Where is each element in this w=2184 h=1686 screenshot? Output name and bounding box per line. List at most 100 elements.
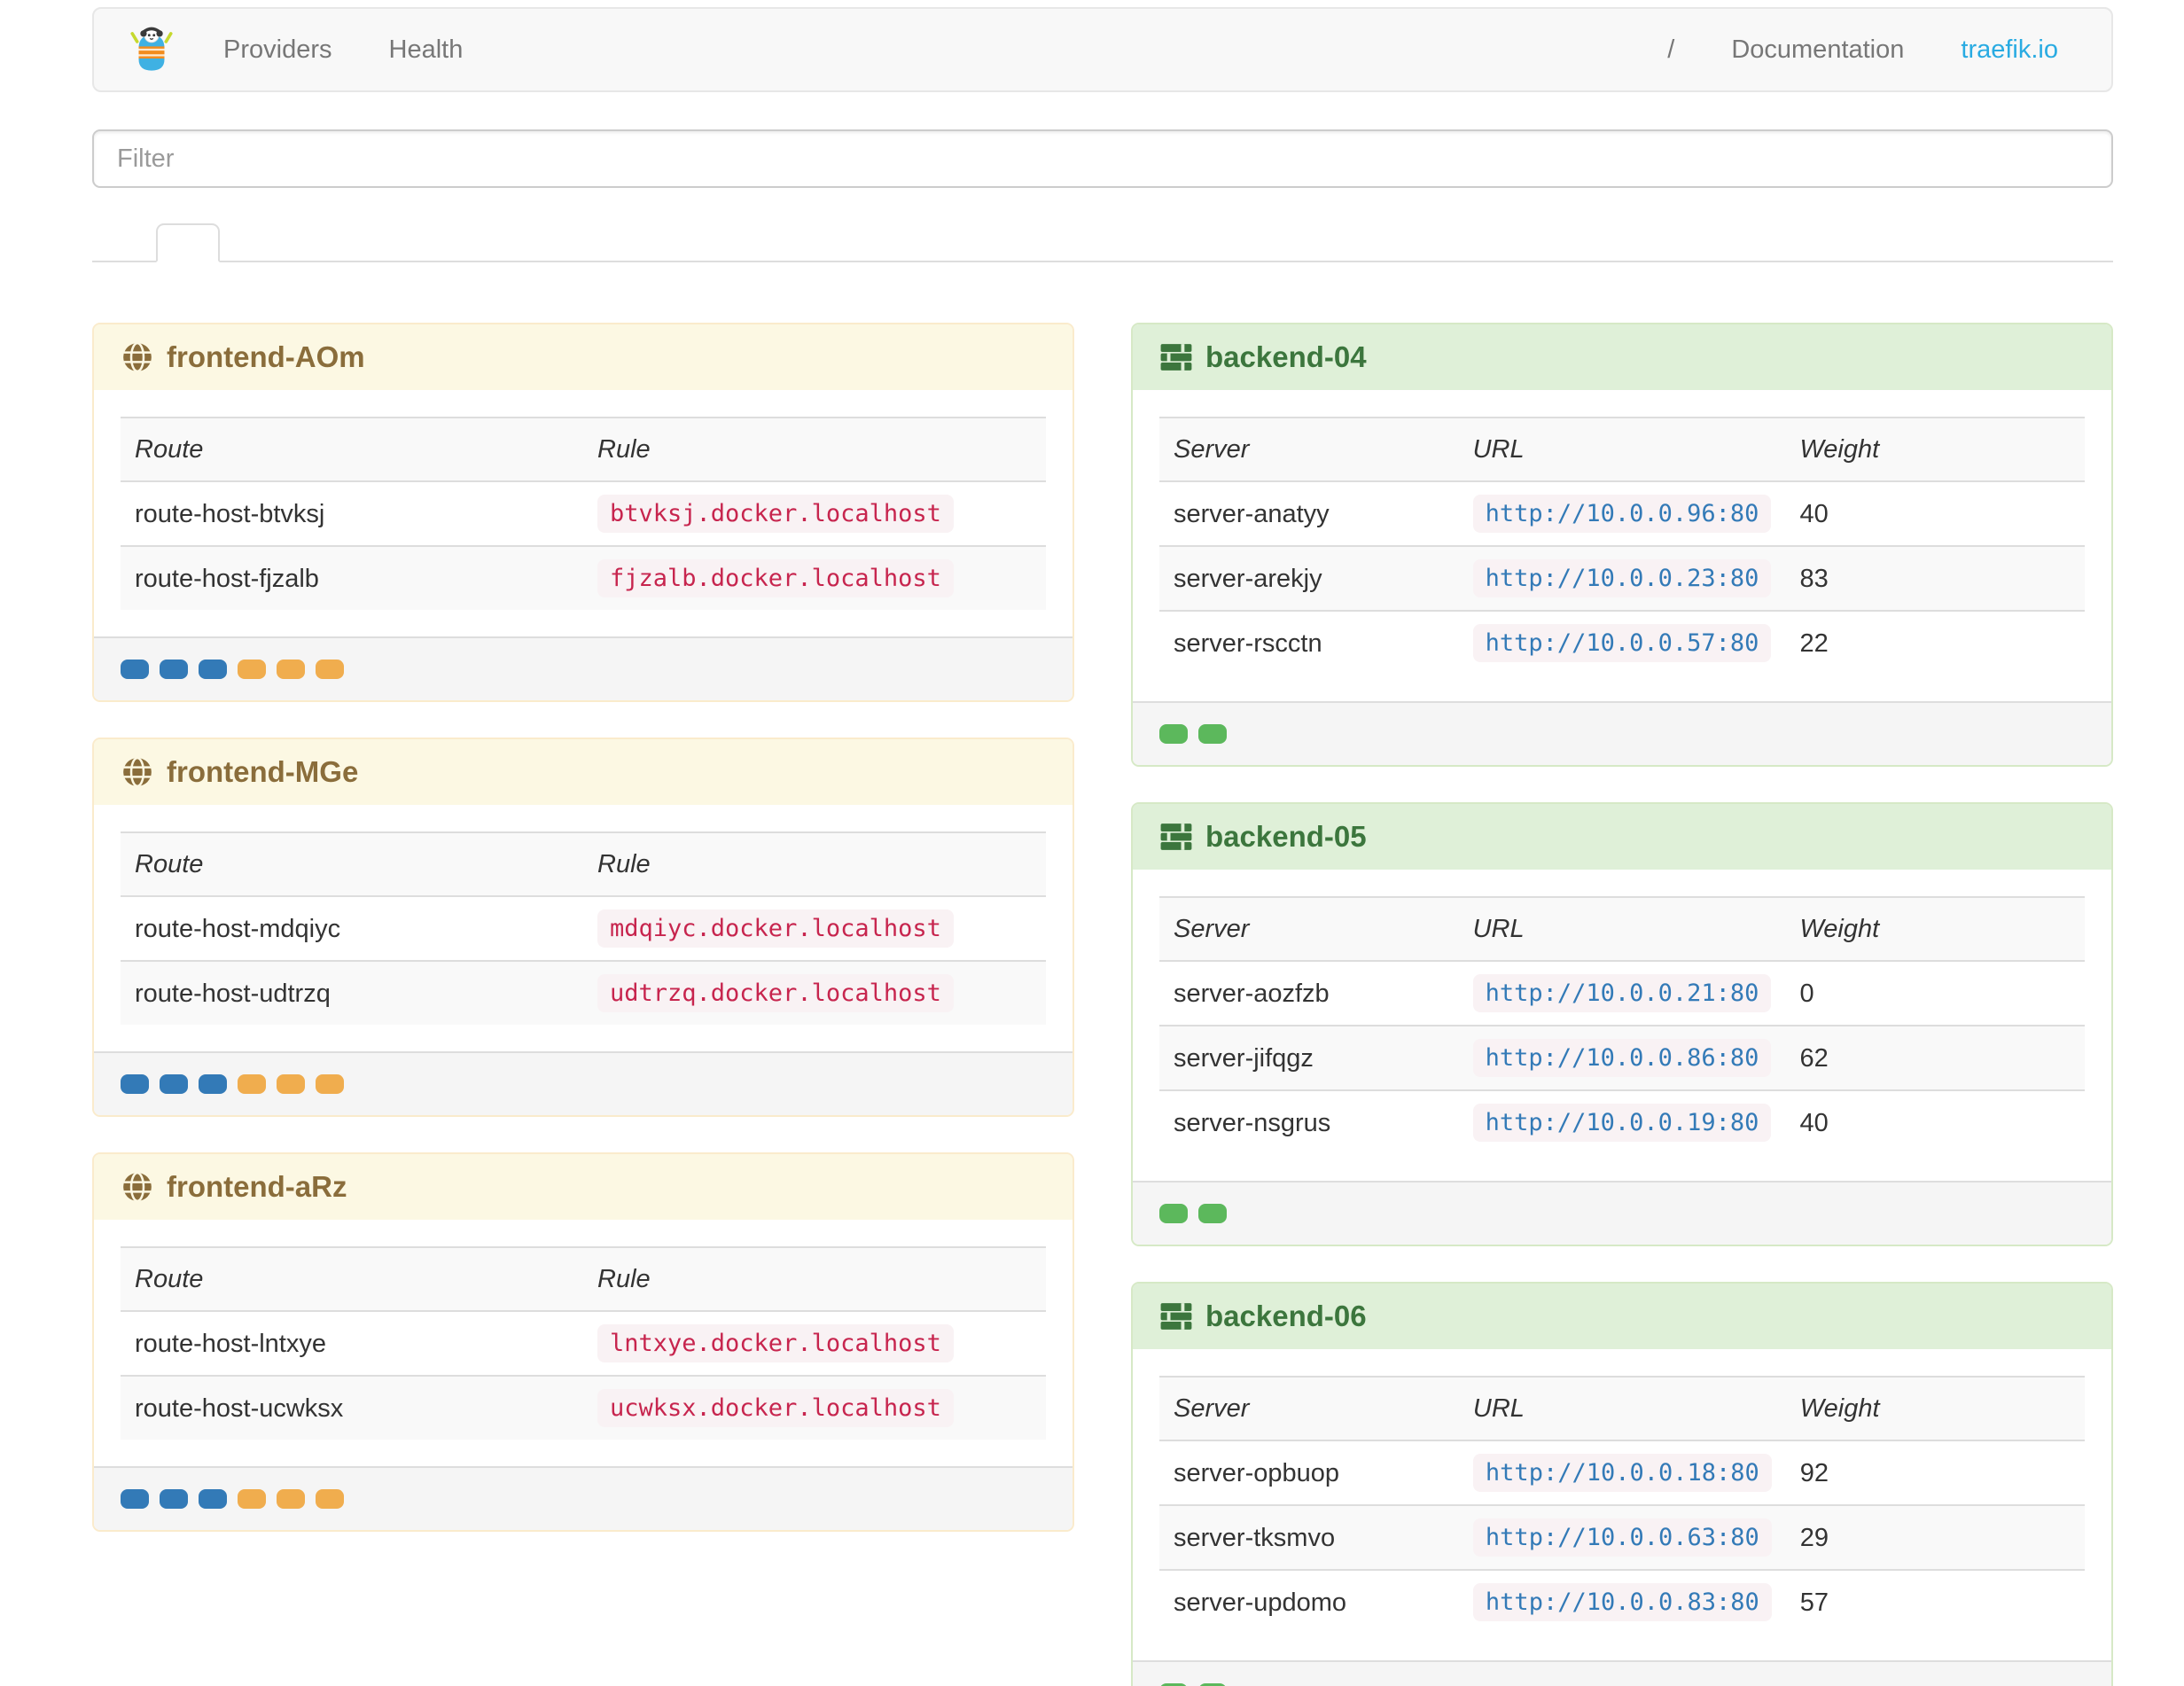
backend-tag-badge [1159,1683,1188,1686]
routes-table-header-row: Route Rule [121,831,1046,897]
servers-table: Server URL Weight server-anatyy http://1… [1159,417,2085,675]
route-row: route-host-lntxye lntxye.docker.localhos… [121,1311,1046,1376]
backend-card-footer [1133,1181,2111,1245]
nav-health-link[interactable]: Health [388,35,464,64]
frontend-card-header: frontend-MGe [94,739,1072,805]
column-weight: Weight [1785,417,2085,482]
routes-table: Route Rule route-host-lntxye lntxye.dock… [121,1246,1046,1440]
server-icon [1159,1300,1193,1333]
backend-card-header: backend-06 [1133,1284,2111,1349]
server-name: server-tksmvo [1159,1504,1459,1570]
frontends-column: frontend-AOm Route Rule route-host-btvks… [92,323,1074,1567]
column-url: URL [1458,1376,1786,1441]
server-url-link[interactable]: http://10.0.0.86:80 [1472,1039,1772,1077]
frontend-tag-badge [238,660,266,679]
route-name: route-host-fjzalb [121,545,583,610]
frontend-tag-badge [277,660,305,679]
server-url-link[interactable]: http://10.0.0.57:80 [1472,624,1772,662]
navbar: Providers Health / Documentation traefik… [92,7,2113,92]
backend-card-footer [1133,701,2111,765]
backend-title: backend-06 [1205,1300,1367,1332]
server-row: server-opbuop http://10.0.0.18:80 92 [1159,1440,2085,1505]
entrypoint-badge [121,1489,149,1509]
frontend-tag-badge [238,1074,266,1094]
frontend-tag-badge [316,1074,344,1094]
server-row: server-nsgrus http://10.0.0.19:80 40 [1159,1089,2085,1154]
frontend-card: frontend-AOm Route Rule route-host-btvks… [92,323,1074,702]
backend-tag-badge [1198,724,1227,744]
tab[interactable] [156,223,220,262]
frontend-title: frontend-MGe [167,755,359,788]
server-name: server-nsgrus [1159,1089,1459,1154]
server-icon [1159,340,1193,374]
backend-tag-badge [1159,724,1188,744]
server-url-link[interactable]: http://10.0.0.18:80 [1472,1454,1772,1492]
server-url-link[interactable]: http://10.0.0.63:80 [1472,1518,1772,1557]
server-url-code: http://10.0.0.63:80 [1472,1518,1772,1557]
frontend-card: frontend-MGe Route Rule route-host-mdqiy… [92,738,1074,1117]
traefik-logo[interactable] [94,24,195,75]
server-url-link[interactable]: http://10.0.0.21:80 [1472,974,1772,1012]
server-url-code: http://10.0.0.19:80 [1472,1104,1772,1142]
column-rule: Rule [583,831,1046,897]
nav-traefik-io-link[interactable]: traefik.io [1961,35,2058,64]
backend-card-header: backend-05 [1133,804,2111,870]
server-row: server-anatyy http://10.0.0.96:80 40 [1159,481,2085,546]
route-row: route-host-btvksj btvksj.docker.localhos… [121,481,1046,546]
column-rule: Rule [583,417,1046,482]
route-name: route-host-mdqiyc [135,914,341,943]
server-name: server-aozfzb [1174,979,1330,1008]
server-url-link[interactable]: http://10.0.0.96:80 [1472,495,1772,533]
provider-tabs [92,223,2113,262]
server-name: server-opbuop [1174,1458,1339,1487]
frontend-tag-badge [238,1489,266,1509]
column-route: Route [121,417,583,482]
backend-card: backend-06 Server URL Weight server-opbu… [1131,1282,2113,1686]
entrypoint-badge [199,1074,227,1094]
column-route: Route [121,1246,583,1312]
route-row: route-host-mdqiyc mdqiyc.docker.localhos… [121,896,1046,961]
frontend-tag-badge [277,1489,305,1509]
nav-providers-link[interactable]: Providers [223,35,332,64]
column-weight: Weight [1785,1376,2085,1441]
route-name: route-host-ucwksx [121,1375,583,1440]
entrypoint-badge [121,660,149,679]
server-name: server-jifqgz [1159,1025,1459,1090]
nav-root-link[interactable]: / [1667,35,1675,64]
globe-icon [121,1170,154,1204]
server-url-link[interactable]: http://10.0.0.83:80 [1472,1583,1772,1621]
server-url-link[interactable]: http://10.0.0.19:80 [1472,1104,1772,1142]
routes-table-header-row: Route Rule [121,1246,1046,1312]
filter-input[interactable] [92,129,2113,188]
frontend-card: frontend-aRz Route Rule route-host-lntxy… [92,1152,1074,1532]
column-url: URL [1458,417,1786,482]
column-server: Server [1159,1376,1459,1441]
backend-tag-badge [1159,1204,1188,1223]
server-url-code: http://10.0.0.21:80 [1472,974,1772,1012]
route-rule-code: lntxye.docker.localhost [597,1324,954,1362]
column-weight: Weight [1785,896,2085,962]
servers-table-header-row: Server URL Weight [1159,1376,2085,1441]
frontend-title: frontend-AOm [167,340,365,373]
tab[interactable] [220,223,284,262]
server-weight: 62 [1785,1025,2085,1090]
route-name: route-host-lntxye [135,1329,326,1358]
entrypoint-badge [160,1489,188,1509]
server-url-link[interactable]: http://10.0.0.23:80 [1472,559,1772,597]
nav-documentation-link[interactable]: Documentation [1731,35,1905,64]
server-url-code: http://10.0.0.23:80 [1472,559,1772,597]
routes-table: Route Rule route-host-btvksj btvksj.dock… [121,417,1046,610]
route-row: route-host-ucwksx ucwksx.docker.localhos… [121,1375,1046,1440]
server-row: server-aozfzb http://10.0.0.21:80 0 [1159,961,2085,1026]
server-name: server-updomo [1159,1569,1459,1634]
route-rule-code: fjzalb.docker.localhost [597,559,954,597]
servers-table-header-row: Server URL Weight [1159,896,2085,962]
server-url-code: http://10.0.0.18:80 [1472,1454,1772,1492]
server-weight: 22 [1785,610,2085,675]
routes-table: Route Rule route-host-mdqiyc mdqiyc.dock… [121,831,1046,1025]
tab[interactable] [92,223,156,262]
backend-card: backend-04 Server URL Weight server-anat… [1131,323,2113,767]
backend-title: backend-04 [1205,340,1367,373]
server-weight: 57 [1785,1569,2085,1634]
frontend-card-footer [94,1466,1072,1530]
